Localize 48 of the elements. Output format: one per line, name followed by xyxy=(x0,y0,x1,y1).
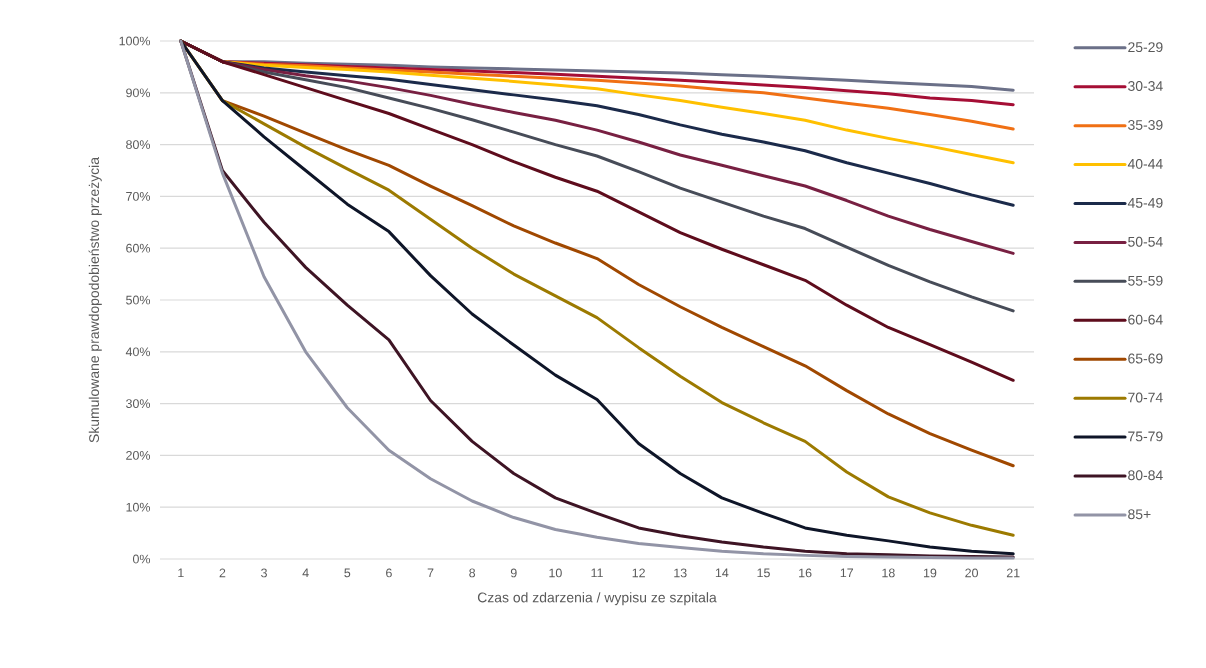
legend-label: 45-49 xyxy=(1127,197,1163,208)
legend-label: 70-74 xyxy=(1128,392,1163,403)
x-tick-label: 8 xyxy=(469,568,476,578)
x-tick-label: 9 xyxy=(510,568,517,578)
y-tick-label: 0% xyxy=(132,554,151,564)
x-tick-label: 4 xyxy=(302,568,309,578)
x-tick-label: 14 xyxy=(715,568,729,578)
y-tick-label: 80% xyxy=(126,140,151,150)
legend-label: 30-34 xyxy=(1128,81,1163,91)
x-tick-label: 7 xyxy=(427,568,434,578)
y-tick-label: 10% xyxy=(126,502,151,512)
x-tick-label: 20 xyxy=(965,568,979,578)
x-tick-label: 19 xyxy=(923,568,937,578)
legend-label: 35-39 xyxy=(1128,120,1163,130)
y-tick-label: 30% xyxy=(126,399,151,409)
y-axis-title: Skumulowane prawdopodobieństwo przeżycia xyxy=(88,157,102,443)
y-tick-label: 50% xyxy=(126,295,151,305)
x-tick-label: 5 xyxy=(344,568,351,578)
x-tick-label: 2 xyxy=(219,568,226,578)
legend-label: 75-79 xyxy=(1128,431,1163,442)
legend-label: 50-54 xyxy=(1128,236,1163,247)
y-tick-label: 70% xyxy=(126,192,151,201)
legend-label: 55-59 xyxy=(1128,275,1163,286)
x-tick-label: 1 xyxy=(178,568,184,578)
legend-label: 25-29 xyxy=(1128,42,1163,53)
y-tick-label: 100% xyxy=(119,36,151,46)
x-tick-label: 11 xyxy=(591,568,603,578)
legend-label: 85+ xyxy=(1128,509,1151,520)
x-tick-label: 12 xyxy=(632,568,645,578)
x-tick-label: 17 xyxy=(840,568,854,578)
x-axis-title: Czas od zdarzenia / wypisu ze szpitala xyxy=(477,592,717,606)
y-tick-label: 60% xyxy=(126,243,151,253)
y-tick-label: 90% xyxy=(126,88,151,98)
x-tick-label: 18 xyxy=(882,568,895,578)
x-tick-label: 21 xyxy=(1006,568,1020,578)
y-tick-label: 20% xyxy=(126,451,151,460)
legend-label: 40-44 xyxy=(1127,158,1163,169)
x-tick-label: 16 xyxy=(799,568,812,578)
x-tick-label: 10 xyxy=(549,568,562,578)
line-series xyxy=(179,39,1015,382)
legend-label: 60-64 xyxy=(1128,314,1163,325)
y-tick-label: 40% xyxy=(125,347,151,357)
x-tick-label: 13 xyxy=(674,568,687,578)
x-tick-label: 3 xyxy=(261,568,267,578)
legend-label: 80-84 xyxy=(1128,470,1163,481)
x-tick-label: 6 xyxy=(386,568,392,578)
x-tick-label: 15 xyxy=(757,568,770,578)
legend-label: 65-69 xyxy=(1128,353,1163,364)
